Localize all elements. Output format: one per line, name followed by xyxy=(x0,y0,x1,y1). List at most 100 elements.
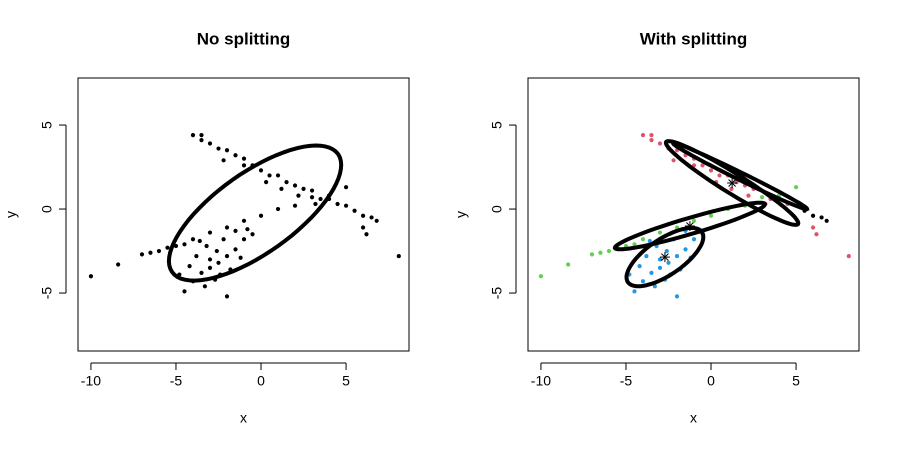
point xyxy=(649,133,654,138)
x-axis-label: x xyxy=(240,410,247,426)
point xyxy=(708,168,714,173)
ellipse xyxy=(166,143,344,283)
point xyxy=(632,242,637,247)
point xyxy=(207,230,213,235)
point xyxy=(657,141,663,146)
chart-title: With splitting xyxy=(640,29,748,48)
point xyxy=(640,237,646,242)
point xyxy=(674,294,680,299)
point xyxy=(224,225,230,230)
point xyxy=(202,284,207,289)
ellipse xyxy=(670,140,810,212)
point xyxy=(88,274,94,279)
point xyxy=(824,218,829,223)
point xyxy=(221,237,226,242)
point xyxy=(233,247,238,252)
point xyxy=(700,163,705,168)
point xyxy=(343,185,349,190)
point xyxy=(224,148,230,153)
point xyxy=(360,213,366,218)
point xyxy=(199,270,204,275)
point xyxy=(292,183,298,188)
point xyxy=(139,252,145,257)
point xyxy=(606,248,612,254)
x-tick-label: -10 xyxy=(531,373,551,389)
point xyxy=(640,279,646,284)
point xyxy=(318,196,323,202)
center-marker xyxy=(735,171,746,182)
x-tick-label: -5 xyxy=(170,373,183,389)
point xyxy=(647,238,652,244)
point xyxy=(566,262,571,267)
point xyxy=(301,186,306,191)
point xyxy=(343,203,349,208)
point xyxy=(207,141,213,146)
point xyxy=(224,253,230,259)
center-stroke xyxy=(661,253,669,261)
x-tick-label: 0 xyxy=(257,373,265,389)
point xyxy=(275,173,281,178)
center-stroke xyxy=(728,179,736,187)
point xyxy=(199,133,204,138)
y-tick-label: 5 xyxy=(489,121,505,129)
point xyxy=(238,255,243,260)
point xyxy=(241,163,247,168)
point xyxy=(819,215,824,220)
point xyxy=(649,138,654,143)
point xyxy=(683,247,688,252)
point xyxy=(657,230,663,235)
point xyxy=(746,193,751,198)
point xyxy=(250,232,255,237)
point xyxy=(810,213,816,218)
point xyxy=(182,242,187,247)
point xyxy=(335,201,340,207)
ellipse xyxy=(612,200,767,252)
point xyxy=(148,250,153,255)
point xyxy=(197,238,202,244)
point xyxy=(187,264,192,269)
point xyxy=(814,232,819,237)
point xyxy=(396,253,401,259)
point xyxy=(538,274,544,279)
point xyxy=(810,225,816,230)
point xyxy=(652,284,657,289)
point xyxy=(793,185,799,190)
point xyxy=(674,253,680,259)
ellipse xyxy=(624,225,706,289)
point xyxy=(241,218,247,223)
plot-frame xyxy=(527,77,860,352)
point xyxy=(165,245,170,250)
point xyxy=(296,193,301,198)
point xyxy=(657,265,663,270)
point xyxy=(241,237,247,242)
y-tick-label: 0 xyxy=(39,205,55,213)
x-tick-label: -5 xyxy=(620,373,633,389)
point xyxy=(598,250,603,255)
point xyxy=(207,257,213,262)
point xyxy=(374,218,379,223)
point xyxy=(264,180,269,185)
point xyxy=(846,253,851,259)
point xyxy=(691,218,697,223)
point xyxy=(190,237,196,242)
point xyxy=(221,158,226,163)
point xyxy=(649,270,654,275)
point xyxy=(589,252,595,257)
point xyxy=(258,213,264,218)
y-tick-label: -5 xyxy=(39,287,55,300)
point xyxy=(275,206,281,212)
y-tick-label: 0 xyxy=(489,205,505,213)
point xyxy=(309,195,315,200)
y-axis-label: y xyxy=(3,211,19,218)
point xyxy=(717,173,722,178)
y-tick-label: 5 xyxy=(39,121,55,129)
x-tick-label: 5 xyxy=(792,373,800,389)
point xyxy=(182,289,187,294)
point xyxy=(313,201,318,207)
point xyxy=(284,180,289,185)
chart-title: No splitting xyxy=(197,29,290,48)
y-axis-label: y xyxy=(453,211,469,218)
point xyxy=(360,225,366,230)
point xyxy=(233,228,238,233)
point xyxy=(671,158,676,163)
